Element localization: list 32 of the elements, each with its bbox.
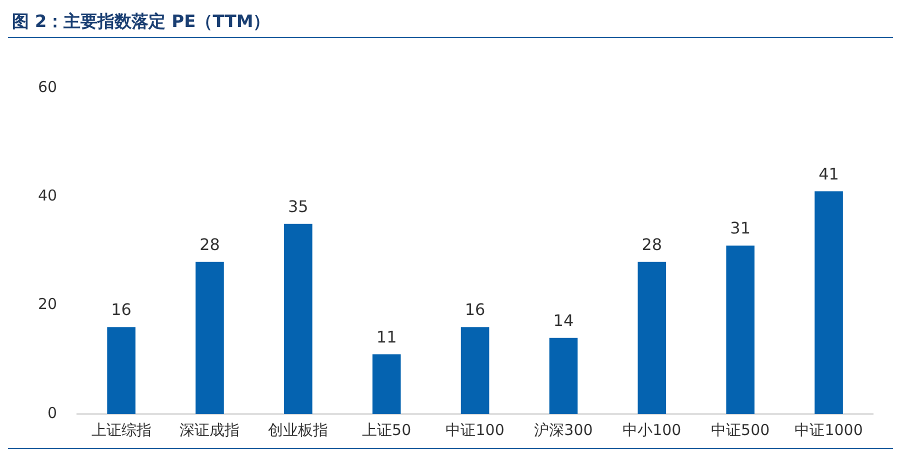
y-tick-label: 60 [38, 78, 58, 96]
x-tick-label: 中证500 [711, 420, 770, 439]
bar [638, 262, 666, 414]
data-label: 41 [818, 164, 839, 184]
x-tick-label: 中证100 [446, 420, 504, 439]
bar [460, 327, 490, 414]
data-label: 28 [200, 235, 220, 254]
data-label: 11 [376, 327, 397, 346]
x-tick-label: 创业板指 [268, 420, 328, 439]
x-tick-label: 上证50 [362, 420, 412, 439]
data-label: 31 [730, 218, 751, 238]
data-label: 16 [111, 300, 132, 320]
x-tick-label: 沪深300 [534, 420, 593, 439]
bar [549, 338, 578, 414]
chart-title: 图 2：主要指数落定 PE（TTM） [8, 8, 893, 38]
x-tick-label: 上证综指 [91, 420, 152, 439]
data-label: 14 [553, 311, 574, 330]
y-tick-label: 20 [38, 295, 58, 314]
x-tick-label: 中证1000 [794, 420, 863, 439]
bar [196, 262, 224, 414]
data-label: 16 [464, 300, 486, 320]
bar [726, 246, 754, 414]
y-tick-label: 40 [38, 186, 58, 205]
x-tick-label: 深证成指 [180, 420, 240, 439]
x-tick-label: 中小100 [622, 420, 682, 439]
y-tick-label: 0 [48, 404, 58, 422]
data-label: 35 [288, 196, 308, 216]
bar [107, 327, 136, 414]
data-label: 28 [642, 235, 662, 254]
bar [372, 354, 401, 414]
bar [284, 224, 312, 414]
bar [814, 191, 843, 414]
